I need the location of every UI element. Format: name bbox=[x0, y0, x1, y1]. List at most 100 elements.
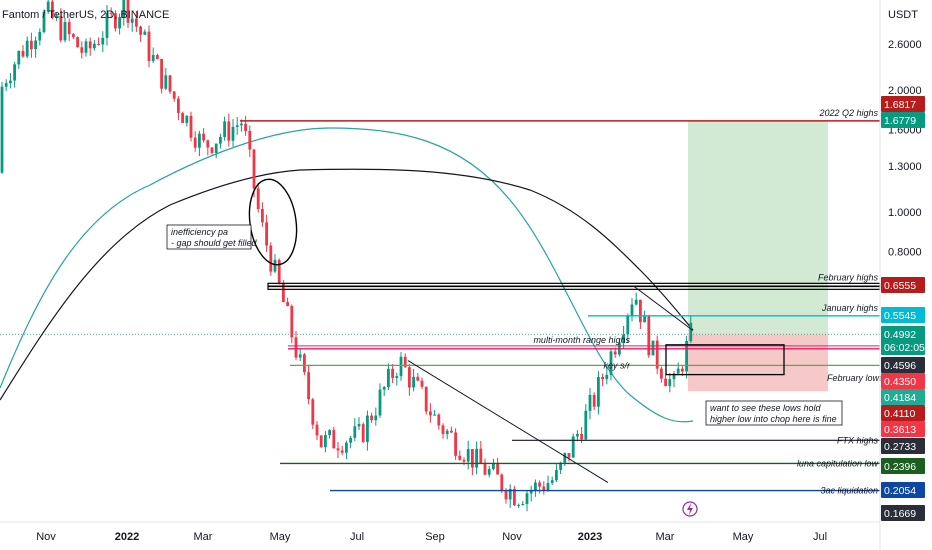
candle-up bbox=[445, 430, 449, 434]
candle-up bbox=[651, 340, 655, 356]
candle-up bbox=[151, 55, 155, 61]
candle-up bbox=[185, 115, 189, 123]
chart-title: Fantom / TetherUS, 2D, BINANCE bbox=[2, 9, 169, 21]
price-badge bbox=[881, 373, 925, 389]
level-label-ftx-highs: FTX highs bbox=[837, 435, 879, 445]
candle-down bbox=[429, 411, 432, 416]
candle-up bbox=[433, 414, 436, 416]
candle-up bbox=[25, 40, 29, 57]
descending-trendline bbox=[407, 360, 609, 483]
inefficiency-note-line-2: - gap should get filled bbox=[171, 238, 258, 248]
candle-up bbox=[382, 387, 386, 390]
candle-down bbox=[319, 435, 323, 448]
level-label-luna-capitulation-low: luna capitulation low bbox=[797, 458, 879, 468]
candle-up bbox=[643, 316, 646, 323]
candle-down bbox=[248, 130, 252, 150]
candle-down bbox=[227, 121, 231, 141]
candle-down bbox=[261, 209, 264, 223]
candle-down bbox=[450, 430, 453, 433]
price-badge-text: 0.4596 bbox=[884, 360, 916, 372]
price-badge-text: 1.6779 bbox=[884, 115, 916, 127]
x-tick-label: May bbox=[270, 531, 291, 543]
candle-up bbox=[378, 389, 382, 416]
candle-up bbox=[534, 482, 537, 491]
candle-up bbox=[93, 43, 96, 49]
candle-up bbox=[223, 121, 226, 137]
candle-up bbox=[525, 493, 529, 504]
price-badge-text: 0.4110 bbox=[884, 408, 915, 420]
price-badge-text: 0.6555 bbox=[884, 280, 916, 292]
candle-up bbox=[13, 64, 16, 81]
candle-up bbox=[521, 503, 525, 505]
candle-down bbox=[437, 414, 441, 426]
x-tick-label: Nov bbox=[36, 531, 56, 543]
price-badge-text: 1.6817 bbox=[884, 99, 916, 111]
candle-down bbox=[370, 415, 373, 421]
candle-down bbox=[168, 75, 172, 92]
candle-up bbox=[517, 504, 520, 506]
candle-down bbox=[97, 43, 100, 45]
candle-up bbox=[685, 341, 688, 372]
price-badge-text: 0.2733 bbox=[884, 441, 916, 453]
x-tick-label: Nov bbox=[502, 531, 522, 543]
candle-up bbox=[235, 125, 239, 127]
candle-up bbox=[622, 334, 625, 344]
candle-up bbox=[395, 376, 399, 378]
level-label-3ac-liquidation: 3ac liquidation bbox=[820, 486, 878, 496]
price-badge bbox=[881, 421, 925, 437]
candle-down bbox=[76, 37, 79, 48]
moving-average-green bbox=[0, 127, 694, 423]
candle-up bbox=[412, 376, 415, 388]
candle-down bbox=[67, 22, 71, 35]
candle-down bbox=[126, 0, 130, 23]
price-badge bbox=[881, 96, 925, 112]
candle-up bbox=[605, 374, 609, 380]
lightning-icon[interactable] bbox=[682, 501, 698, 517]
candle-down bbox=[139, 26, 142, 35]
candle-down bbox=[286, 302, 289, 307]
inefficiency-note-box bbox=[166, 224, 252, 250]
lows-note-line-1: want to see these lows hold bbox=[710, 403, 822, 413]
candle-up bbox=[387, 368, 390, 388]
candle-down bbox=[109, 12, 113, 14]
candle-up bbox=[555, 469, 558, 481]
price-badge-text: 0.5545 bbox=[884, 310, 916, 322]
candle-up bbox=[164, 75, 168, 89]
candle-up bbox=[46, 1, 50, 12]
resistance-trendline bbox=[633, 285, 694, 331]
candle-up bbox=[676, 368, 680, 374]
price-badge-text: 0.3613 bbox=[884, 424, 916, 436]
candle-up bbox=[563, 453, 567, 463]
price-badge-text: 06:02:05 bbox=[884, 342, 925, 354]
candle-down bbox=[210, 147, 214, 153]
candle-down bbox=[660, 368, 663, 379]
candle-up bbox=[475, 448, 478, 468]
candle-down bbox=[408, 367, 411, 388]
moving-average-black bbox=[0, 168, 694, 401]
price-badge-text: 0.1669 bbox=[884, 508, 916, 520]
candle-down bbox=[441, 425, 445, 434]
candle-down bbox=[613, 351, 617, 355]
february-lows-label: February lows bbox=[827, 373, 884, 383]
candle-up bbox=[273, 259, 277, 272]
candle-up bbox=[4, 83, 8, 87]
candle-up bbox=[492, 463, 495, 470]
price-badge bbox=[881, 326, 925, 342]
candle-up bbox=[324, 435, 327, 448]
candle-up bbox=[219, 136, 222, 144]
price-badge bbox=[881, 389, 925, 405]
candle-down bbox=[277, 259, 281, 283]
candle-down bbox=[181, 113, 184, 123]
candle-up bbox=[143, 31, 147, 35]
candle-up bbox=[130, 18, 134, 23]
candle-down bbox=[114, 13, 117, 29]
candle-up bbox=[374, 415, 378, 421]
candle-down bbox=[639, 299, 642, 323]
level-label-2022-q2-highs: 2022 Q2 highs bbox=[818, 108, 878, 118]
candle-down bbox=[303, 354, 306, 373]
price-badge bbox=[881, 458, 925, 474]
candle-up bbox=[559, 462, 562, 470]
candle-down bbox=[156, 55, 159, 59]
candle-up bbox=[240, 123, 243, 126]
